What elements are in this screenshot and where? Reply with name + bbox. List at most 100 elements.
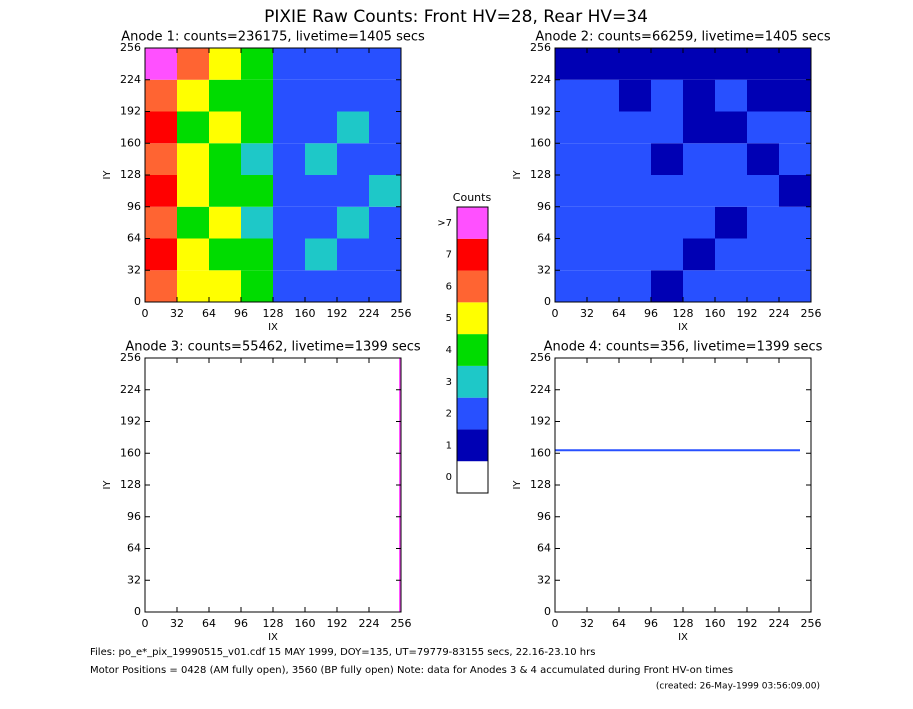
heatmap-cell [369,111,401,144]
x-tick-label: 0 [142,307,149,320]
x-axis-label: IX [268,322,278,333]
heatmap-cell [619,79,651,112]
x-tick-label: 256 [801,617,822,630]
heatmap-cell [209,48,241,80]
heatmap-cell [241,175,273,207]
x-tick-label: 64 [202,307,216,320]
heatmap-cell [337,143,369,175]
heatmap-cell [619,270,651,302]
colorbar-swatch [457,397,488,430]
heatmap-cell [683,48,715,80]
heatmap-cell [369,48,401,80]
heatmap-cell [651,206,683,239]
heatmap-cell [369,238,401,271]
figure-title: PIXIE Raw Counts: Front HV=28, Rear HV=3… [264,7,648,27]
heatmap-cell [747,79,779,112]
y-tick-label: 96 [537,510,551,523]
x-tick-label: 256 [391,307,412,320]
y-tick-label: 224 [530,73,551,86]
heatmap-cell [177,111,209,144]
heatmap-cell [683,175,715,207]
heatmap-cell [145,238,177,271]
heatmap-cell [715,206,747,239]
y-tick-label: 128 [530,478,551,491]
x-tick-label: 192 [327,307,348,320]
heatmap-cell [587,206,619,239]
x-tick-label: 32 [170,307,184,320]
heatmap-cell [177,79,209,112]
heatmap-cell [241,238,273,271]
y-tick-label: 96 [537,200,551,213]
y-tick-label: 256 [530,41,551,54]
heatmap-cell [369,270,401,302]
y-tick-label: 128 [530,168,551,181]
heatmap-cell [619,48,651,80]
colorbar-label: 1 [446,440,452,451]
y-axis-label: IY [102,170,113,180]
heatmap-cell [747,238,779,271]
y-tick-label: 224 [120,383,141,396]
heatmap-cell [779,48,811,80]
x-tick-label: 96 [234,617,248,630]
heatmap-cell [241,48,273,80]
y-tick-label: 32 [127,263,141,276]
y-tick-label: 224 [120,73,141,86]
heatmap-cell [683,143,715,175]
y-tick-label: 160 [120,446,141,459]
heatmap-cell [587,143,619,175]
heatmap-cell [337,206,369,239]
heatmap-cell [587,79,619,112]
heatmap-cell [241,111,273,144]
y-tick-label: 32 [537,573,551,586]
x-tick-label: 192 [737,617,758,630]
panel-title: Anode 4: counts=356, livetime=1399 secs [544,340,823,355]
heatmap-cell [305,238,337,271]
colorbar-label: 3 [446,377,452,388]
colorbar-swatch [457,302,488,335]
heatmap-cell [715,79,747,112]
heatmap-cell [587,175,619,207]
heatmap-cell [241,206,273,239]
x-tick-label: 96 [644,307,658,320]
y-tick-label: 0 [544,605,551,618]
heatmap-cell [715,111,747,144]
y-tick-label: 192 [530,105,551,118]
heatmap-cell [177,175,209,207]
heatmap-cell [209,143,241,175]
heatmap-cell [177,48,209,80]
x-tick-label: 0 [142,617,149,630]
colorbar-label: 2 [446,409,452,420]
colorbar-title: Counts [453,191,492,204]
heatmap-cell [555,79,587,112]
x-tick-label: 32 [580,307,594,320]
y-tick-label: 64 [537,542,551,555]
heatmap-cell [209,79,241,112]
heatmap-cell [747,175,779,207]
heatmap-cell [145,175,177,207]
heatmap-cell [619,238,651,271]
x-tick-label: 128 [673,617,694,630]
heatmap-cell [619,111,651,144]
heatmap-cell [555,238,587,271]
x-tick-label: 256 [391,617,412,630]
heatmap-cell [305,270,337,302]
heatmap-cell [369,175,401,207]
heatmap-cell [779,238,811,271]
heatmap-cell [651,238,683,271]
heatmap-cell [683,111,715,144]
x-tick-label: 0 [552,307,559,320]
heatmap-cell [683,206,715,239]
colorbar-label: 0 [446,472,452,483]
heatmap-cell [337,111,369,144]
x-tick-label: 160 [295,307,316,320]
heatmap-cell [555,270,587,302]
panel-title: Anode 3: counts=55462, livetime=1399 sec… [125,340,421,355]
heatmap-cell [651,48,683,80]
x-axis-label: IX [678,322,688,333]
y-tick-label: 128 [120,478,141,491]
heatmap-cell [747,111,779,144]
heatmap-cell [177,238,209,271]
y-tick-label: 32 [127,573,141,586]
heatmap-cell [145,206,177,239]
colorbar-label: 6 [446,281,452,292]
